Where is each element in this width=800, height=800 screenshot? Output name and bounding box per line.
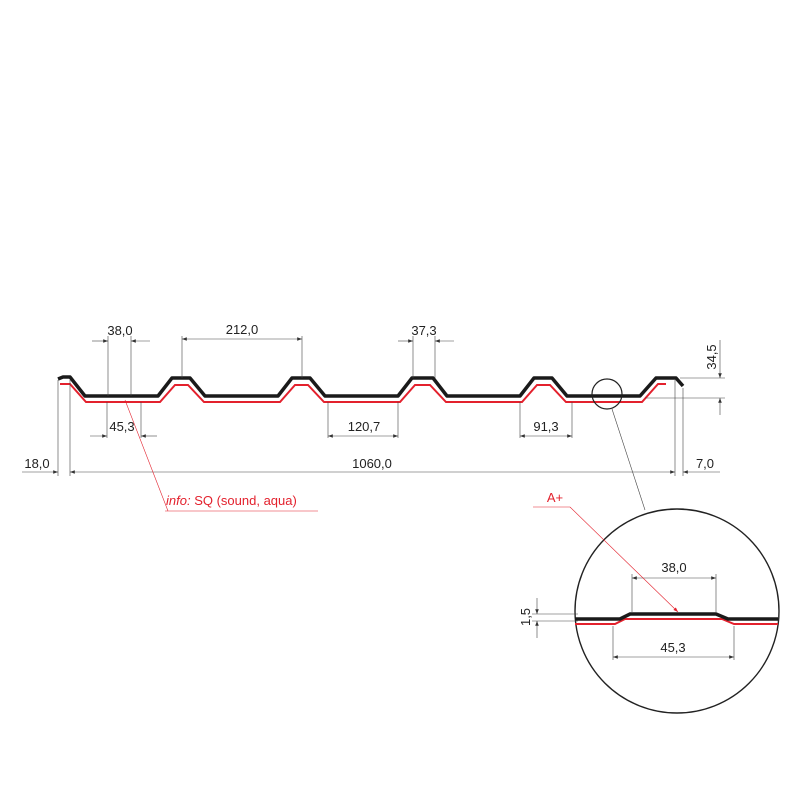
dim-right-edge: 7,0 xyxy=(696,456,714,471)
detail-coating-label: A+ xyxy=(547,490,563,505)
dim-valley-width-2: 91,3 xyxy=(533,419,558,434)
detail-coating xyxy=(575,618,778,625)
detail-dim-top: 38,0 xyxy=(661,560,686,575)
info-label: info: SQ (sound, aqua) xyxy=(166,493,297,508)
detail-marker xyxy=(591,378,623,410)
dim-valley-bottom: 45,3 xyxy=(109,419,134,434)
coating-line xyxy=(60,383,666,403)
dim-total-width: 1060,0 xyxy=(352,456,392,471)
dim-crest-top-2: 37,3 xyxy=(411,323,436,338)
dim-height: 34,5 xyxy=(704,344,719,369)
detail-dim-thickness: 1,5 xyxy=(518,608,533,626)
sheet-profile xyxy=(57,375,685,398)
detail-sheet xyxy=(575,612,778,621)
dim-crest-top: 38,0 xyxy=(107,323,132,338)
dim-pitch: 212,0 xyxy=(226,322,259,337)
dim-left-overhang: 18,0 xyxy=(24,456,49,471)
detail-circle xyxy=(574,508,780,714)
dim-valley-width: 120,7 xyxy=(348,419,381,434)
detail-dim-bottom: 45,3 xyxy=(660,640,685,655)
